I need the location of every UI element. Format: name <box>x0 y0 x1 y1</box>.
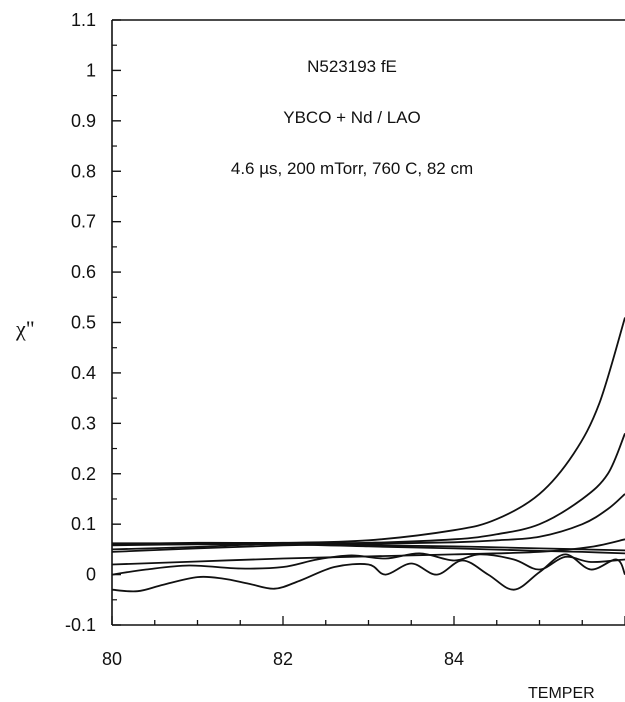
axes: -0.1 0 0.1 0.2 0.3 0.4 0.5 0.6 0.7 0.8 0.9 1 1.1 80 82… <box>65 10 625 669</box>
y-tick-label: 1.1 <box>71 10 96 30</box>
x-tick-label: 84 <box>444 649 464 669</box>
annotation-material: YBCO + Nd / LAO <box>283 108 420 127</box>
y-tick-label: 0.9 <box>71 111 96 131</box>
series-line-5 <box>111 543 625 555</box>
x-tick-label: 80 <box>102 649 122 669</box>
series-line-7 <box>111 552 625 576</box>
y-tick-label: 0.8 <box>71 161 96 181</box>
x-tick-label: 82 <box>273 649 293 669</box>
y-tick-label: 1 <box>86 60 96 80</box>
series-line-3 <box>111 493 625 553</box>
y-tick-label: 0.2 <box>71 464 96 484</box>
y-tick-label: 0.4 <box>71 363 96 383</box>
series-line-6 <box>111 538 625 566</box>
annotation-sample-id: N523193 fE <box>307 57 397 76</box>
y-tick-label: 0.5 <box>71 313 96 333</box>
y-axis-label: χ" <box>15 316 35 341</box>
y-tick-label: -0.1 <box>65 615 96 635</box>
series-line-8 <box>111 553 625 593</box>
x-axis-label: TEMPER <box>528 685 595 702</box>
series-group <box>111 317 625 593</box>
annotation-conditions: 4.6 µs, 200 mTorr, 760 C, 82 cm <box>231 159 473 178</box>
series-line-2 <box>111 433 625 551</box>
y-tick-label: 0.3 <box>71 413 96 433</box>
y-tick-label: 0.6 <box>71 262 96 282</box>
y-tick-label: 0.7 <box>71 212 96 232</box>
y-tick-label: 0 <box>86 565 96 585</box>
y-tick-label: 0.1 <box>71 514 96 534</box>
